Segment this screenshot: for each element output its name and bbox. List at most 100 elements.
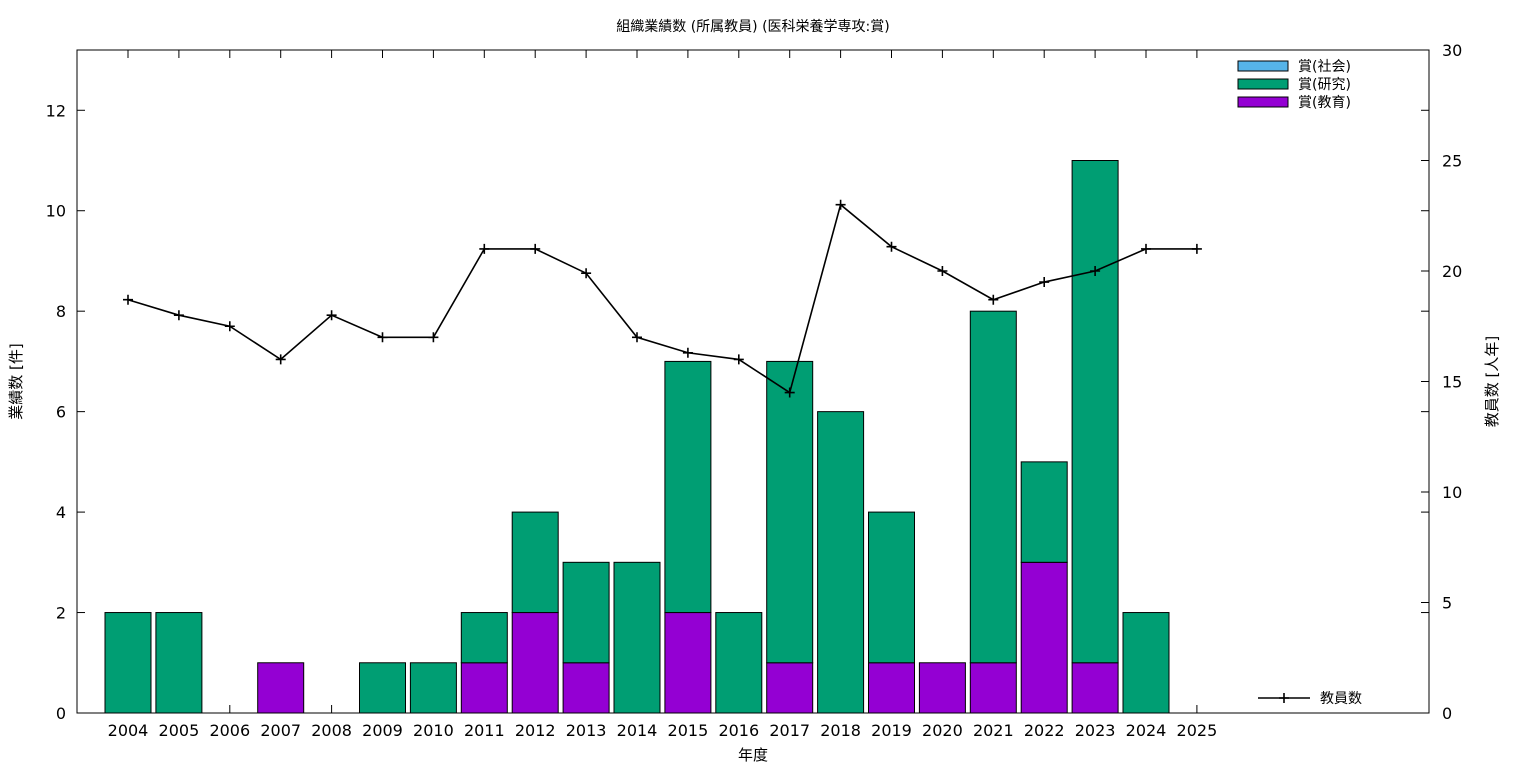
teacher-count-point-2016	[733, 354, 744, 365]
bar-賞(研究)-2022	[1020, 461, 1068, 563]
teacher-count-point-2011	[479, 243, 490, 254]
teacher-count-point-2007	[275, 354, 286, 365]
x-tick-label: 2022	[1024, 721, 1065, 740]
y2-tick-label: 25	[1442, 152, 1462, 171]
bar-賞(教育)-2011	[460, 662, 508, 714]
y-tick-label: 2	[56, 604, 66, 623]
bar-賞(研究)-2010	[409, 662, 457, 714]
teacher-count-point-2024	[1141, 243, 1151, 254]
y2-axis-label: 教員数 [人年]	[1483, 336, 1501, 427]
teacher-count-point-2015	[682, 347, 693, 358]
x-tick-label: 2023	[1075, 721, 1116, 740]
teacher-count-point-2004	[123, 294, 133, 305]
y2-tick-label: 15	[1442, 373, 1462, 392]
x-tick-label: 2021	[973, 721, 1014, 740]
x-tick-label: 2009	[362, 721, 403, 740]
x-tick-label: 2012	[515, 721, 556, 740]
x-axis-label: 年度	[738, 746, 768, 764]
teacher-count-point-2025	[1191, 243, 1202, 254]
bar-賞(教育)-2013	[562, 662, 610, 714]
teacher-count-point-2005	[173, 310, 184, 321]
bar-賞(研究)-2014	[613, 561, 661, 714]
legend-swatch-賞(社会)	[1237, 60, 1289, 72]
legend-marker-teacher-count	[1279, 693, 1289, 703]
x-tick-label: 2010	[413, 721, 454, 740]
teacher-count-point-2023	[1090, 266, 1101, 276]
y2-tick-label: 20	[1442, 262, 1462, 281]
y2-tick-label: 0	[1442, 704, 1452, 723]
bar-賞(研究)-2011	[460, 612, 508, 664]
legend-label-賞(教育): 賞(教育)	[1298, 95, 1351, 111]
y-tick-label: 6	[56, 403, 66, 422]
bar-賞(教育)-2020	[918, 662, 966, 714]
x-tick-label: 2020	[922, 721, 963, 740]
teacher-count-point-2014	[632, 332, 642, 343]
x-tick-label: 2016	[718, 721, 759, 740]
bar-賞(教育)-2019	[868, 662, 915, 714]
legend-label-賞(社会): 賞(社会)	[1298, 59, 1351, 75]
x-tick-label: 2004	[108, 721, 149, 740]
teacher-count-point-2009	[377, 332, 388, 343]
teacher-count-point-2010	[428, 332, 439, 343]
teacher-count-point-2017	[784, 387, 795, 398]
y2-tick-label: 30	[1442, 41, 1462, 60]
y-tick-label: 8	[56, 302, 66, 321]
bar-賞(研究)-2012	[511, 511, 559, 614]
bar-賞(研究)-2017	[766, 360, 814, 664]
x-tick-label: 2019	[871, 721, 912, 740]
x-tick-label: 2024	[1126, 721, 1167, 740]
bar-賞(研究)-2009	[359, 662, 406, 714]
y2-tick-label: 5	[1442, 594, 1452, 613]
x-tick-label: 2008	[311, 721, 352, 740]
bar-賞(教育)-2023	[1071, 662, 1119, 714]
y2-tick-label: 10	[1442, 483, 1462, 502]
bar-賞(研究)-2023	[1071, 160, 1119, 664]
bar-賞(研究)-2019	[868, 511, 915, 664]
y-tick-label: 4	[56, 503, 66, 522]
bar-賞(研究)-2016	[715, 612, 763, 714]
x-tick-label: 2006	[209, 721, 250, 740]
x-tick-label: 2018	[820, 721, 861, 740]
teacher-count-point-2021	[988, 294, 999, 305]
bar-賞(研究)-2024	[1122, 612, 1170, 714]
bar-賞(教育)-2021	[969, 662, 1017, 714]
x-tick-label: 2014	[617, 721, 658, 740]
teacher-count-point-2013	[581, 268, 592, 279]
bar-賞(教育)-2015	[664, 612, 712, 714]
y-tick-label: 10	[46, 202, 66, 221]
bar-賞(研究)-2013	[562, 561, 610, 664]
x-tick-label: 2015	[668, 721, 709, 740]
x-tick-label: 2025	[1177, 721, 1218, 740]
chart-title: 組織業績数 (所属教員) (医科栄養学専攻:賞)	[616, 18, 889, 35]
teacher-count-point-2012	[530, 243, 541, 254]
y-axis-label: 業績数 [件]	[7, 343, 25, 419]
legend-swatch-賞(研究)	[1237, 78, 1289, 90]
bar-賞(教育)-2022	[1020, 561, 1068, 714]
bar-賞(研究)-2004	[104, 612, 152, 714]
y-tick-label: 0	[56, 704, 66, 723]
x-tick-label: 2011	[464, 721, 505, 740]
x-tick-label: 2005	[159, 721, 200, 740]
x-tick-label: 2017	[769, 721, 810, 740]
teacher-count-point-2020	[937, 266, 948, 276]
y-tick-label: 12	[46, 101, 66, 120]
teacher-count-point-2019	[886, 241, 897, 252]
bar-賞(研究)-2015	[664, 360, 712, 614]
bar-賞(研究)-2005	[155, 612, 203, 714]
legend-label-teacher-count: 教員数	[1320, 691, 1362, 707]
bar-賞(教育)-2012	[511, 612, 559, 714]
bar-賞(教育)-2007	[257, 662, 305, 714]
teacher-count-point-2018	[835, 199, 846, 210]
teacher-count-point-2022	[1039, 277, 1050, 288]
legend-swatch-賞(教育)	[1237, 96, 1289, 108]
legend-label-賞(研究): 賞(研究)	[1298, 77, 1351, 93]
bar-賞(研究)-2021	[969, 310, 1017, 664]
teacher-count-point-2008	[326, 310, 337, 321]
teacher-count-line	[127, 203, 1197, 394]
x-tick-label: 2007	[260, 721, 301, 740]
x-tick-label: 2013	[566, 721, 607, 740]
teacher-count-point-2006	[224, 321, 235, 332]
bar-賞(教育)-2017	[766, 662, 814, 714]
